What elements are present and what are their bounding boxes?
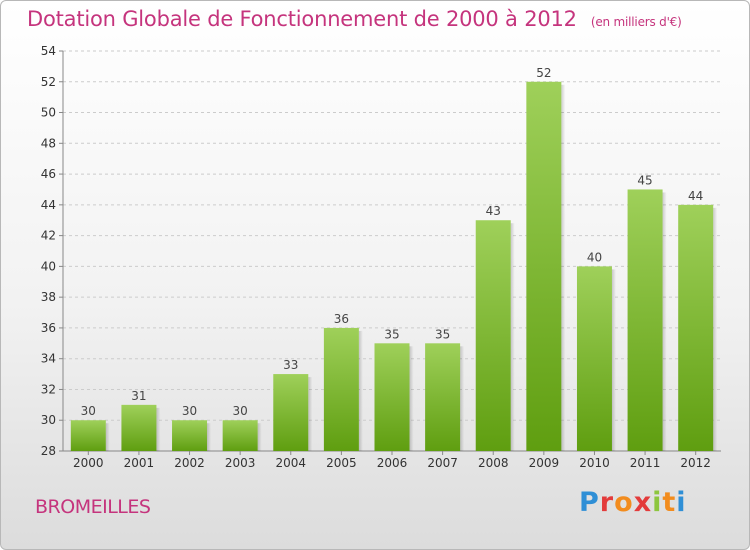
bar-shadow (409, 346, 414, 451)
bar-2008 (475, 220, 511, 451)
data-label: 30 (182, 404, 197, 418)
axis-layer: 28 30 32 34 36 38 40 42 44 46 48 50 52 54 (41, 44, 721, 458)
data-label: 33 (283, 358, 298, 372)
x-tick-label: 2009 (529, 456, 560, 470)
y-tick-label: 42 (41, 229, 56, 243)
bar-shadow (257, 423, 262, 451)
data-label: 30 (233, 404, 248, 418)
x-tick-label: 2010 (579, 456, 610, 470)
x-tick-label: 2003 (225, 456, 256, 470)
bar-shadow (105, 423, 110, 451)
y-tick-label: 36 (41, 321, 56, 335)
chart-title: Dotation Globale de Fonctionnement de 20… (27, 7, 682, 31)
bar-shadow (713, 207, 718, 451)
y-tick-label: 44 (41, 198, 56, 212)
y-tick-label: 54 (41, 44, 56, 58)
bar-shadow (561, 84, 566, 452)
bar-shadow (156, 407, 161, 451)
x-tick-label: 2012 (680, 456, 711, 470)
chart-subtitle: (en milliers d'€) (590, 15, 682, 29)
y-tick-label: 46 (41, 167, 56, 181)
x-tick-label: 2011 (630, 456, 661, 470)
x-tick-label: 2000 (73, 456, 104, 470)
x-tick-label: 2002 (174, 456, 205, 470)
data-label: 35 (435, 327, 450, 341)
data-label: 44 (688, 189, 703, 203)
bar-layer (70, 81, 718, 452)
data-label: 30 (81, 404, 96, 418)
y-tick-label: 30 (41, 413, 56, 427)
y-tick-label: 34 (41, 352, 56, 366)
commune-name: BROMEILLES (35, 496, 151, 518)
y-tick-label: 52 (41, 75, 56, 89)
bar-2010 (576, 266, 612, 451)
bar-2002 (172, 420, 208, 451)
data-label: 45 (637, 173, 652, 187)
data-label: 43 (486, 204, 501, 218)
data-label: 35 (384, 327, 399, 341)
x-tick-label: 2006 (377, 456, 408, 470)
data-label: 31 (131, 389, 146, 403)
bar-2000 (70, 420, 106, 451)
y-tick-label: 50 (41, 106, 56, 120)
bar-shadow (460, 346, 465, 451)
data-label: 52 (536, 66, 551, 80)
bar-shadow (207, 423, 212, 451)
proxiti-logo: Proxiti (579, 487, 687, 518)
bar-shadow (611, 269, 616, 451)
y-tick-label: 48 (41, 136, 56, 150)
bar-2003 (222, 420, 258, 451)
bar-2005 (323, 327, 359, 451)
y-tick-label: 40 (41, 259, 56, 273)
bar-2001 (121, 404, 157, 451)
bar-shadow (662, 192, 667, 451)
x-tick-label: 2004 (275, 456, 306, 470)
x-tick-label: 2007 (427, 456, 458, 470)
bar-shadow (358, 330, 363, 451)
bar-2012 (678, 204, 714, 451)
y-tick-label: 32 (41, 382, 56, 396)
chart-title-text: Dotation Globale de Fonctionnement de 20… (27, 7, 577, 31)
y-tick-label: 28 (41, 444, 56, 458)
y-tick-label: 38 (41, 290, 56, 304)
bar-2006 (374, 343, 410, 451)
bar-shadow (510, 223, 515, 451)
bar-2004 (273, 374, 309, 451)
x-tick-label: 2008 (478, 456, 509, 470)
bar-2009 (526, 81, 562, 452)
bar-2007 (425, 343, 461, 451)
label-layer: 2000 30 2001 31 2002 30 2003 30 2004 33 2005 36 2006… (73, 66, 711, 470)
x-tick-label: 2001 (124, 456, 155, 470)
data-label: 36 (334, 312, 349, 326)
bar-2011 (627, 189, 663, 451)
bar-shadow (308, 377, 313, 451)
data-label: 40 (587, 250, 602, 264)
x-tick-label: 2005 (326, 456, 357, 470)
